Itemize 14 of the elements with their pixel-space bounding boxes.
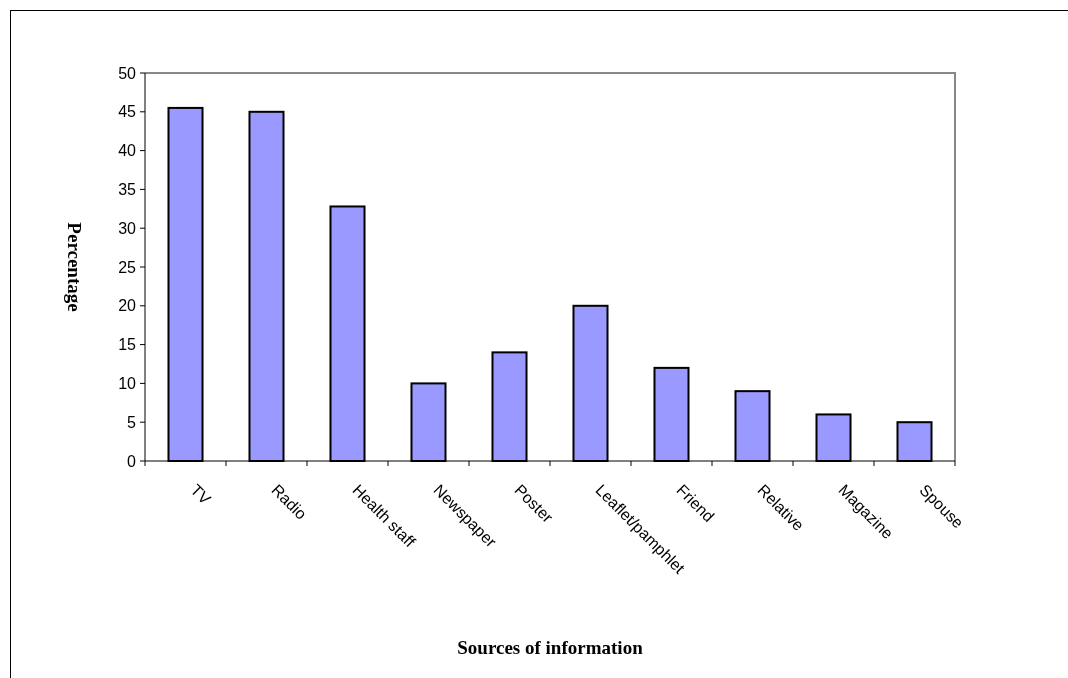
y-tick-label: 5 — [127, 413, 137, 431]
y-tick-label: 30 — [118, 219, 137, 237]
y-tick-label: 20 — [118, 297, 137, 315]
y-tick-label: 45 — [118, 103, 137, 121]
y-tick-label: 50 — [118, 64, 137, 82]
x-axis-title: Sources of information — [457, 637, 644, 658]
y-tick-label: 10 — [118, 375, 137, 392]
y-tick-label: 35 — [118, 181, 137, 198]
y-tick-label: 0 — [127, 452, 137, 470]
x-tick-label: TV — [187, 481, 215, 508]
y-tick-label: 40 — [118, 142, 137, 160]
y-tick-label: 15 — [118, 336, 137, 354]
y-axis-title: Percentage — [64, 222, 85, 312]
y-tick-label: 25 — [118, 258, 137, 276]
